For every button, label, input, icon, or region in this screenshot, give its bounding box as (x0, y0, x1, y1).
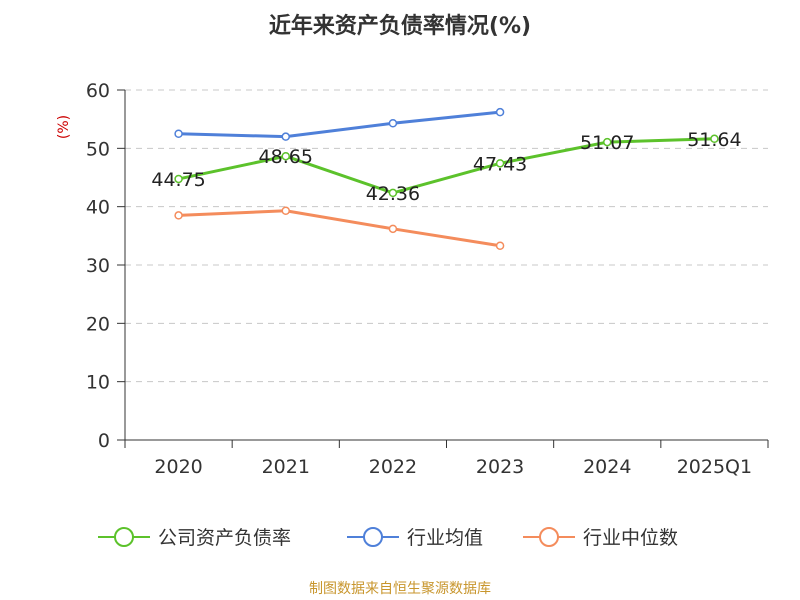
x-tick-label: 2022 (369, 456, 417, 478)
series-line-0 (177, 137, 716, 195)
data-point (281, 206, 290, 215)
legend-item-2: 行业中位数 (523, 527, 678, 549)
data-point (495, 107, 505, 117)
x-tick-label: 2023 (476, 456, 524, 478)
chart-title: 近年来资产负债率情况(%) (269, 13, 531, 39)
data-point (174, 129, 183, 138)
data-point (388, 119, 398, 128)
legend: 公司资产负债率 行业均值 行业中位数 (98, 527, 678, 549)
y-tick-label: 30 (86, 255, 110, 277)
data-labels: 44.75 48.65 42.36 47.43 51.07 51.64 (151, 129, 741, 205)
data-point (388, 188, 398, 198)
y-tick-label: 60 (86, 80, 110, 102)
y-axis-label: (%) (56, 115, 72, 139)
data-label: 51.64 (687, 129, 741, 151)
y-tick-label: 50 (86, 138, 110, 160)
y-tick-label: 20 (86, 313, 110, 335)
x-tick-label: 2025Q1 (677, 456, 752, 478)
legend-label: 行业中位数 (583, 527, 678, 549)
data-point (174, 174, 183, 184)
data-point (174, 211, 183, 220)
y-tick-label: 10 (86, 372, 110, 394)
axes: 0 10 20 30 40 50 60 2020 2021 2022 2023 2024 2025Q1 (86, 80, 769, 478)
data-label: 44.75 (151, 169, 205, 191)
y-tick-label: 0 (98, 430, 110, 452)
x-tick-label: 2020 (154, 456, 202, 478)
data-point (388, 224, 398, 234)
legend-label: 公司资产负债率 (158, 527, 291, 549)
legend-item-0: 公司资产负债率 (98, 527, 291, 549)
series-lines (174, 107, 719, 250)
legend-marker (114, 527, 134, 547)
legend-label: 行业均值 (407, 527, 483, 549)
data-point (603, 137, 612, 147)
legend-marker (363, 527, 383, 547)
data-point (495, 159, 505, 168)
x-tick-label: 2021 (262, 456, 310, 478)
y-tick-label: 40 (86, 197, 110, 219)
x-tick-label: 2024 (583, 456, 631, 478)
data-point (281, 151, 290, 161)
data-point (281, 132, 290, 141)
series-line-2 (177, 209, 502, 248)
series-line-1 (177, 110, 502, 139)
legend-item-1: 行业均值 (347, 527, 483, 549)
data-point (710, 134, 719, 144)
source-note: 制图数据来自恒生聚源数据库 (309, 581, 491, 597)
grid-lines (125, 89, 768, 383)
data-point (495, 241, 505, 250)
data-label: 42.36 (366, 183, 420, 205)
data-label: 51.07 (580, 132, 634, 154)
legend-marker (539, 527, 559, 547)
data-label: 47.43 (473, 153, 527, 175)
data-label: 48.65 (259, 146, 313, 168)
